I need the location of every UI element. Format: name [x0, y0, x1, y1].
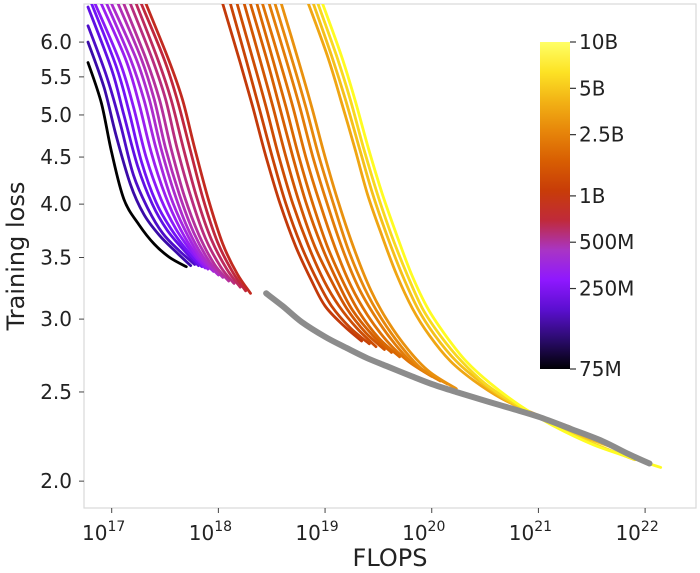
- y-tick-label: 2.5: [40, 380, 72, 404]
- series-line-3-5b: [273, 4, 449, 386]
- series-line-700m: [134, 4, 242, 289]
- colorbar-tick-label: 2.5B: [579, 123, 625, 147]
- series-line-210m: [90, 4, 204, 269]
- series-line-1b: [221, 4, 363, 343]
- series-line-4b: [280, 4, 458, 391]
- series-line-1-2b: [229, 4, 371, 346]
- colorbar-tick-label: 500M: [579, 230, 634, 254]
- series-line-5b: [307, 4, 572, 429]
- y-tick-label: 5.5: [40, 65, 72, 89]
- x-axis-label: FLOPS: [353, 544, 428, 572]
- colorbar-tick-label: 250M: [579, 277, 634, 301]
- x-tick-label: 1021: [509, 519, 552, 545]
- x-tick-exponent: 19: [321, 519, 339, 535]
- series-line-600m: [129, 4, 236, 285]
- series-line-frontier: [263, 290, 653, 467]
- x-tick-exponent: 20: [428, 519, 446, 535]
- series-line-75m: [86, 61, 188, 269]
- series-line-170m: [86, 5, 200, 267]
- y-tick-label: 5.0: [40, 103, 72, 127]
- y-axis-ticks: 2.0 2.5 3.0 3.5 4.0 4.5 5.0 5.5 6.0: [40, 30, 84, 493]
- series-line-2-5b: [261, 4, 434, 378]
- series-line-1-6b: [242, 4, 386, 351]
- x-axis-ticks: 1017 1018 1019 1020 1021 1022: [82, 508, 659, 545]
- series-line-3b: [267, 4, 442, 383]
- x-tick-label: 1018: [189, 519, 232, 545]
- x-tick-exponent: 18: [214, 519, 232, 535]
- x-tick-exponent: 22: [641, 519, 659, 535]
- x-tick-exponent: 21: [534, 519, 552, 535]
- colorbar-tick-label: 75M: [579, 357, 622, 381]
- series-line-10b: [321, 4, 663, 469]
- colorbar-gradient: [540, 42, 570, 369]
- series-line-250m: [93, 4, 207, 270]
- x-tick-label: 1022: [615, 519, 658, 545]
- series-line-400m: [110, 4, 220, 277]
- colorbar-tick-label: 10B: [579, 30, 618, 54]
- colorbar-tick-label: 5B: [579, 76, 605, 100]
- series-line-105m: [86, 40, 193, 267]
- y-axis-label: Training loss: [2, 182, 30, 332]
- y-tick-label: 6.0: [40, 30, 72, 54]
- series-line-300m: [100, 4, 210, 271]
- x-tick-label: 1020: [402, 519, 445, 545]
- series-line-2b: [255, 4, 401, 359]
- series-line-450m: [116, 4, 225, 279]
- series-line-1-4b: [235, 4, 378, 349]
- y-tick-label: 2.0: [40, 469, 72, 493]
- series-layer: [86, 4, 663, 469]
- y-tick-label: 4.0: [40, 192, 72, 216]
- series-line-1-8b: [249, 4, 393, 354]
- series-line-500m: [122, 4, 231, 283]
- x-tick-label: 1019: [295, 519, 338, 545]
- series-line-800m: [140, 4, 247, 293]
- colorbar-tick-label: 1B: [579, 184, 605, 208]
- series-line-900m: [144, 4, 252, 295]
- series-line-350m: [105, 4, 215, 273]
- y-tick-label: 3.5: [40, 245, 72, 269]
- colorbar: 75M 250M 500M 1B 2.5B 5B 10B: [540, 30, 634, 381]
- series-line-135m: [86, 24, 197, 266]
- x-tick-label: 1017: [82, 519, 125, 545]
- x-tick-exponent: 17: [108, 519, 126, 535]
- y-tick-label: 4.5: [40, 145, 72, 169]
- y-tick-label: 3.0: [40, 307, 72, 331]
- colorbar-ticks: 75M 250M 500M 1B 2.5B 5B 10B: [570, 30, 634, 381]
